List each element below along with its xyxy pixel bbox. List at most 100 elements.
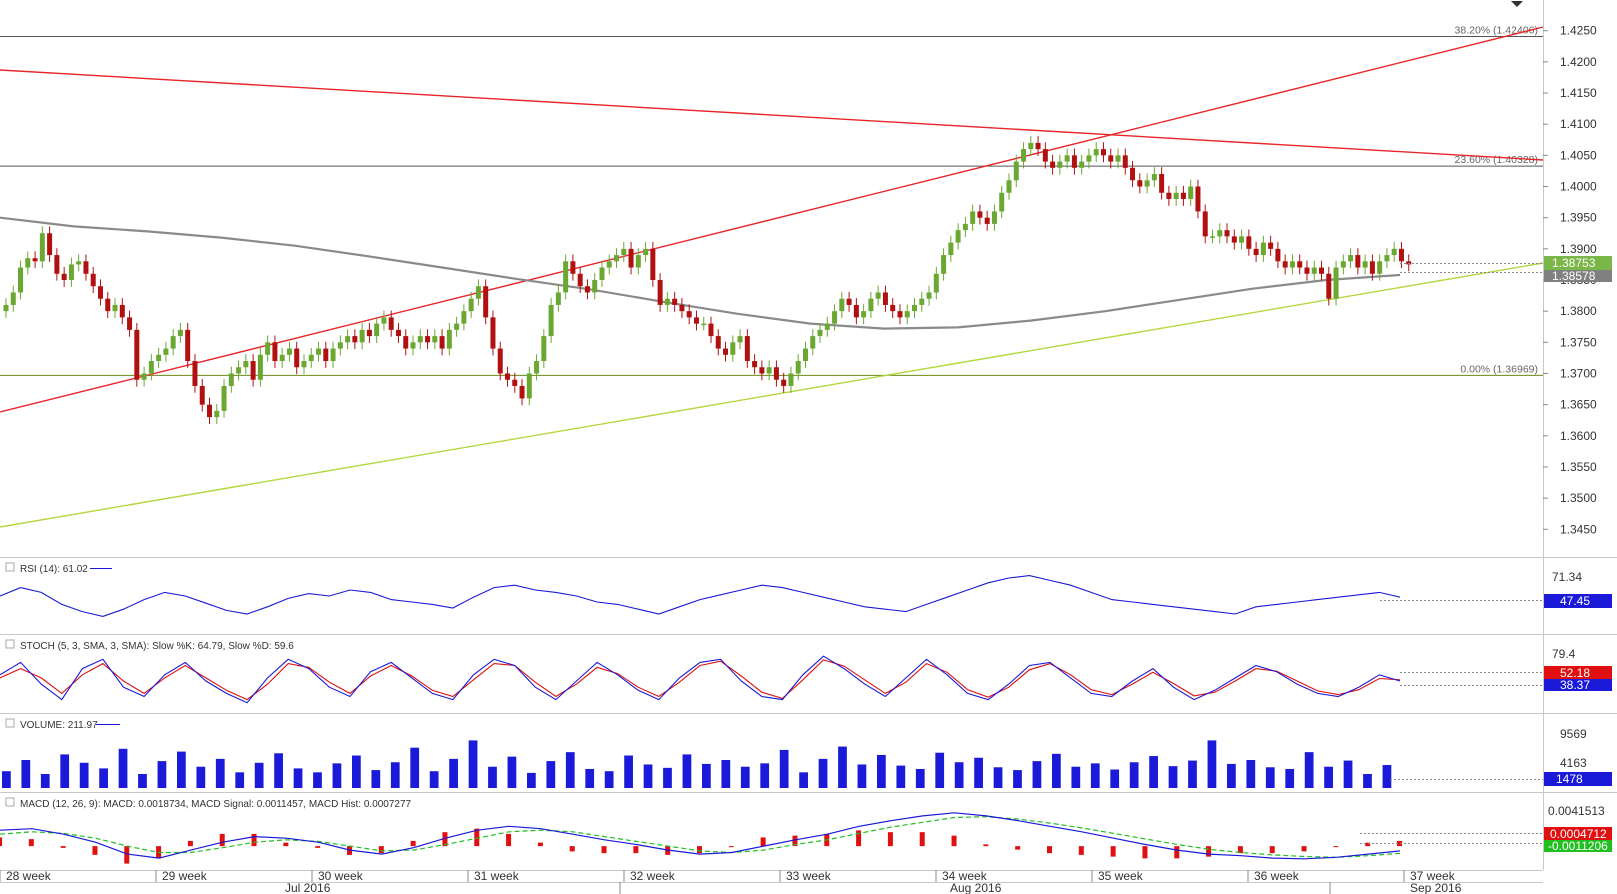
volume-bar: [390, 762, 400, 788]
price-panel: 38.20% (1.42406) 23.60% (1.40328) 0.00% (1…: [0, 1, 1612, 536]
rsi-label: RSI (14): 61.02: [20, 564, 88, 575]
candle-body: [214, 410, 220, 418]
volume-bar: [760, 763, 770, 788]
volume-bar: [1032, 761, 1042, 788]
candle-body: [890, 304, 896, 312]
macd-hist-bar: [1110, 846, 1116, 857]
candle-body: [752, 361, 758, 368]
volume-bar: [915, 768, 925, 788]
candle-body: [83, 261, 89, 274]
candle-body: [1391, 248, 1397, 256]
volume-bars: [2, 740, 1392, 788]
macd-label: MACD (12, 26, 9): MACD: 0.0018734, MACD …: [20, 799, 412, 810]
candle-body: [744, 336, 750, 362]
volume-bar: [721, 760, 731, 788]
month-label: Aug 2016: [950, 881, 1002, 894]
stoch-d-badge: [1544, 679, 1612, 691]
volume-bar: [1149, 756, 1158, 788]
macd-hist-bar: [633, 846, 639, 854]
week-label: 31 week: [474, 869, 520, 883]
candle-body: [1035, 142, 1041, 150]
red-resistance-trendline: [0, 69, 1544, 161]
ma-price-label: 1.38578: [1552, 269, 1596, 283]
candle-body: [635, 255, 641, 268]
volume-bar: [1090, 763, 1100, 788]
candle-body: [672, 298, 678, 305]
stoch-k-current-label: 52.18: [1560, 666, 1590, 680]
macd-hist-bar: [601, 846, 607, 854]
fibonacci-levels: 38.20% (1.42406) 23.60% (1.40328) 0.00% (1…: [0, 25, 1543, 376]
candle-body: [614, 255, 620, 262]
candle-body: [1188, 186, 1194, 199]
macd-signal-badge: [1544, 840, 1612, 852]
macd-hist-bar: [951, 835, 957, 847]
macd-hist-bar: [378, 846, 384, 854]
stoch-label: STOCH (5, 3, SMA, 3, SMA): Slow %K: 64.7…: [20, 641, 294, 652]
candle-body: [1311, 267, 1317, 274]
week-label: 29 week: [162, 869, 208, 883]
volume-bar: [1227, 763, 1236, 788]
candle-body: [294, 348, 300, 368]
macd-toggle-checkbox[interactable]: [5, 797, 15, 807]
candle-body: [323, 348, 329, 362]
candle-body: [577, 273, 583, 287]
candle-body: [243, 361, 249, 368]
candle-body: [1093, 149, 1099, 156]
macd-hist-bar: [187, 840, 193, 847]
volume-bar: [468, 740, 478, 788]
macd-panel: MACD (12, 26, 9): MACD: 0.0018734, MACD …: [0, 797, 1612, 864]
candle-body: [606, 261, 612, 268]
macd-hist-bar: [506, 833, 512, 847]
volume-label: VOLUME: 211.97: [20, 720, 98, 731]
volume-toggle-checkbox[interactable]: [5, 718, 15, 728]
candle-body: [395, 329, 401, 337]
candle-body: [941, 255, 947, 274]
candle-body: [999, 192, 1005, 212]
candle-body: [39, 233, 45, 262]
volume-bar: [1129, 762, 1139, 788]
volume-bar: [410, 747, 420, 788]
menu-dropdown-icon[interactable]: [1511, 1, 1523, 7]
candle-body: [1239, 236, 1245, 243]
macd-hist-bar: [251, 833, 257, 847]
candle-body: [643, 248, 649, 256]
candle-body: [403, 336, 409, 349]
volume-bar: [1324, 766, 1333, 788]
stoch-toggle-checkbox[interactable]: [5, 639, 15, 649]
stoch-d-line: [0, 659, 1401, 701]
macd-hist-bar: [1269, 846, 1275, 854]
week-label: 34 week: [942, 869, 988, 883]
price-tick-label: 1.3750: [1560, 335, 1597, 349]
macd-hist-bar: [124, 846, 130, 864]
candle-body: [548, 304, 554, 337]
macd-hist-bar: [1397, 840, 1402, 847]
candle-body: [185, 329, 191, 362]
candle-body: [475, 286, 481, 299]
fib-level-label: 23.60% (1.40328): [1455, 154, 1538, 166]
candle-body: [933, 273, 939, 293]
macd-hist-bar: [697, 846, 702, 854]
candle-body: [1333, 267, 1339, 299]
candle-body: [788, 373, 794, 386]
candle-body: [199, 385, 205, 405]
volume-bar: [1168, 766, 1178, 788]
candle-body: [345, 336, 351, 343]
candle-body: [192, 361, 198, 386]
candle-body: [1050, 161, 1056, 168]
candle-body: [105, 298, 111, 312]
candle-body: [112, 304, 118, 312]
candle-body: [156, 354, 162, 362]
candle-body: [504, 373, 510, 380]
rsi-toggle-checkbox[interactable]: [5, 562, 15, 572]
volume-bar: [838, 746, 847, 788]
candle-body: [257, 354, 263, 380]
volume-axis-label-mid: 4163: [1560, 756, 1587, 770]
rsi-axis-label: 71.34: [1552, 570, 1582, 584]
candle-body: [708, 323, 714, 337]
candle-body: [962, 223, 968, 231]
candle-body: [316, 348, 322, 355]
candle-body: [853, 304, 859, 318]
candle-body: [61, 273, 67, 280]
candle-body: [759, 367, 765, 374]
volume-bar: [585, 768, 595, 788]
